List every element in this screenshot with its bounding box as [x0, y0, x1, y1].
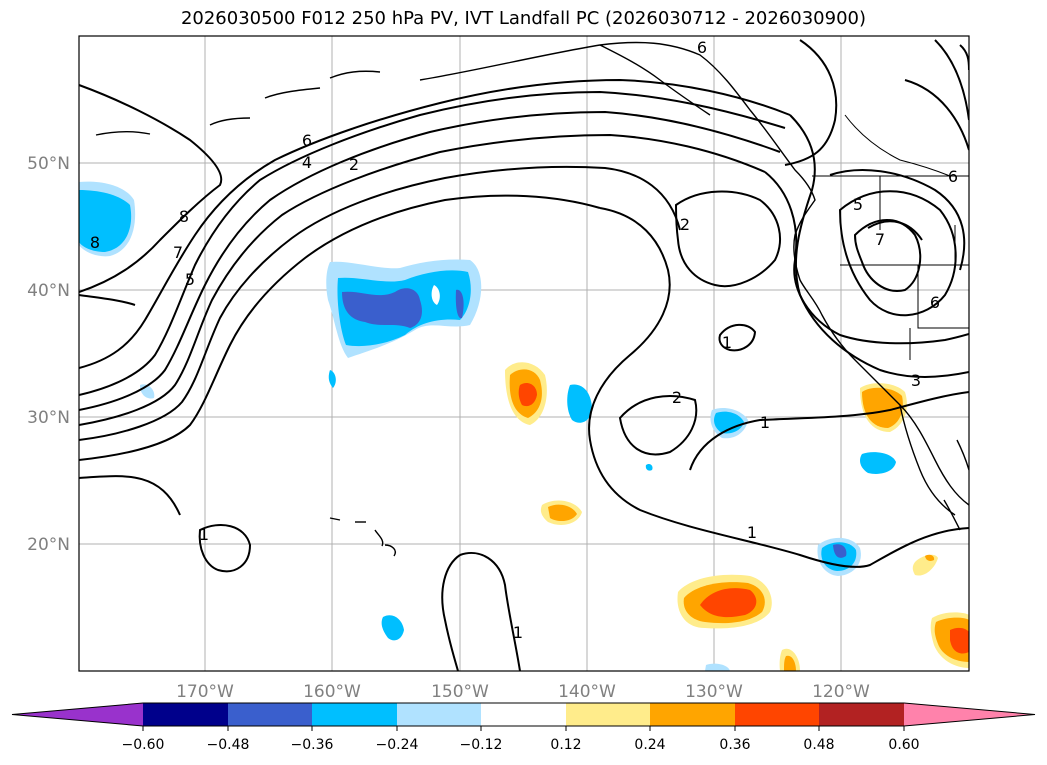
contour-label: 6 — [948, 167, 958, 186]
contour-label: 6 — [697, 38, 707, 57]
colorbar-tick-label: 0.48 — [803, 737, 834, 753]
colorbar: −0.60 −0.48 −0.36 −0.24 −0.12 0.12 0.24 … — [11, 702, 1036, 753]
lon-label-160w: 160°W — [303, 682, 361, 702]
lon-label-130w: 130°W — [685, 682, 743, 702]
colorbar-tick-label: 0.24 — [634, 737, 665, 753]
contour-label: 4 — [302, 153, 312, 172]
contour-label: 2 — [680, 215, 690, 234]
colorbar-tick-label: 0.36 — [719, 737, 750, 753]
colorbar-tick-label: −0.12 — [460, 737, 503, 753]
contour-label: 8 — [90, 233, 100, 252]
colorbar-segment — [143, 703, 228, 726]
colorbar-tick-label: 0.12 — [550, 737, 581, 753]
contour-label: 1 — [199, 525, 209, 544]
map-title: 2026030500 F012 250 hPa PV, IVT Landfall… — [180, 8, 867, 29]
contour-label: 5 — [853, 195, 863, 214]
colorbar-tick-label: −0.24 — [376, 737, 419, 753]
contour-label: 6 — [930, 293, 940, 312]
colorbar-max-arrow — [904, 703, 1035, 726]
map-area — [79, 36, 969, 671]
ivt-contours — [79, 39, 969, 671]
lon-label-140w: 140°W — [558, 682, 616, 702]
contour-label: 1 — [722, 333, 732, 352]
contour-label: 1 — [760, 413, 770, 432]
negative-anomaly-regions — [79, 181, 896, 671]
lat-label-30n: 30°N — [27, 408, 70, 428]
colorbar-segment — [566, 703, 650, 726]
colorbar-tick-label: 0.60 — [888, 737, 919, 753]
positive-anomaly-regions — [505, 362, 969, 671]
contour-label: 3 — [911, 371, 921, 390]
colorbar-tick-label: −0.48 — [207, 737, 250, 753]
lon-label-150w: 150°W — [431, 682, 489, 702]
contour-label: 5 — [185, 270, 195, 289]
colorbar-segment — [650, 703, 735, 726]
contour-label: 8 — [179, 207, 189, 226]
colorbar-segment — [397, 703, 481, 726]
latitude-labels: 50°N 40°N 30°N 20°N — [27, 154, 70, 555]
contour-label: 6 — [302, 131, 312, 150]
contour-label: 7 — [173, 243, 183, 262]
colorbar-segment — [819, 703, 904, 726]
colorbar-min-arrow — [12, 703, 143, 726]
map-border — [78, 35, 970, 672]
colorbar-segment — [735, 703, 819, 726]
contour-label: 7 — [875, 230, 885, 249]
contour-label: 1 — [513, 623, 523, 642]
colorbar-segment — [312, 703, 397, 726]
colorbar-segment — [481, 703, 566, 726]
lon-label-120w: 120°W — [812, 682, 870, 702]
colorbar-ticks — [142, 726, 905, 731]
longitude-labels: 170°W 160°W 150°W 140°W 130°W 120°W — [176, 682, 870, 702]
contour-label: 2 — [672, 388, 682, 407]
lon-label-170w: 170°W — [176, 682, 234, 702]
lat-label-40n: 40°N — [27, 281, 70, 301]
colorbar-tick-label: −0.60 — [122, 737, 165, 753]
lat-label-50n: 50°N — [27, 154, 70, 174]
lat-label-20n: 20°N — [27, 535, 70, 555]
contour-label: 2 — [349, 155, 359, 174]
contour-labels: 6 6 4 2 8 7 5 8 2 1 2 1 1 1 1 5 7 6 6 3 — [90, 38, 958, 642]
colorbar-segment — [228, 703, 312, 726]
contour-label: 1 — [747, 523, 757, 542]
colorbar-tick-label: −0.36 — [291, 737, 334, 753]
